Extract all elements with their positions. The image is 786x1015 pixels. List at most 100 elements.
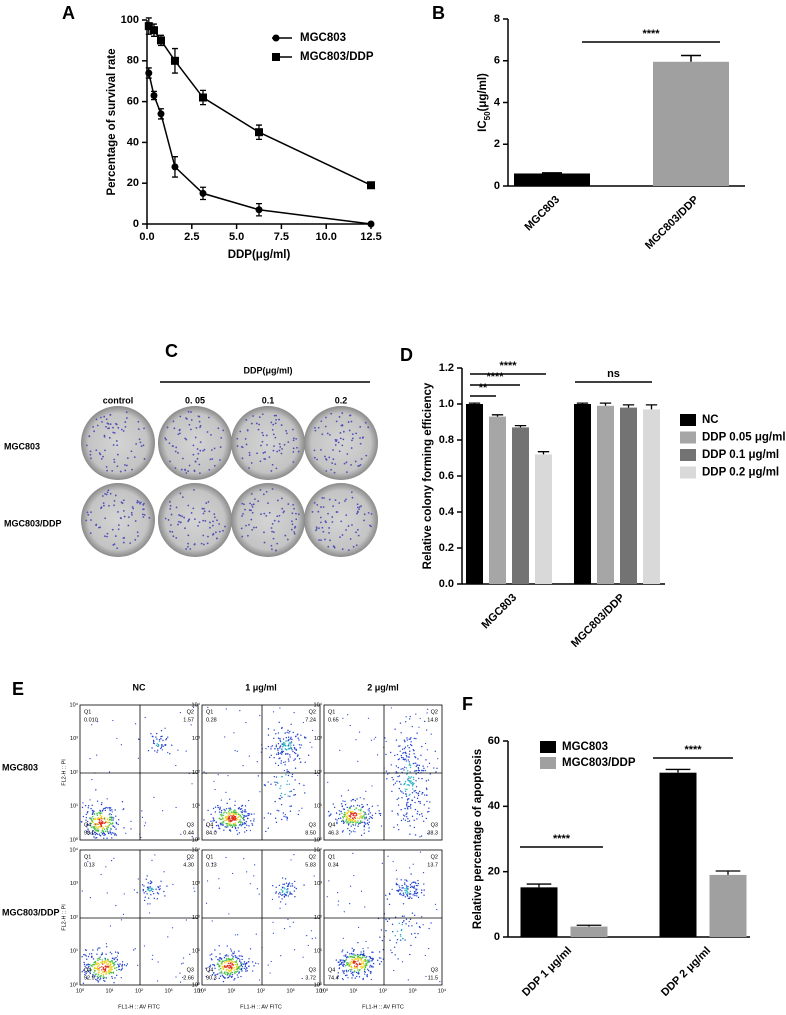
event-dot: [253, 820, 254, 821]
colony: [103, 416, 105, 418]
event-dot: [352, 853, 353, 854]
event-dot: [165, 744, 166, 745]
y-tick-label: 10²: [314, 770, 322, 776]
colony: [315, 430, 317, 432]
event-dot: [381, 826, 382, 827]
event-dot: [271, 961, 272, 962]
event-dot: [153, 740, 154, 741]
event-dot: [97, 962, 98, 963]
colony: [346, 453, 348, 455]
event-dot: [85, 805, 86, 806]
y-tick-label: 0: [494, 931, 500, 943]
event-dot: [281, 728, 282, 729]
colony: [118, 528, 120, 530]
colony: [90, 519, 92, 521]
quadrant-value: 84.0: [206, 830, 217, 836]
event-dot: [306, 935, 307, 936]
event-dot: [409, 825, 410, 826]
event-dot: [372, 806, 373, 807]
event-dot: [400, 939, 401, 940]
event-dot: [244, 831, 245, 832]
plot-frame: [324, 850, 442, 985]
event-dot: [410, 741, 411, 742]
colony: [194, 543, 196, 545]
event-dot: [343, 973, 344, 974]
event-dot: [144, 892, 145, 893]
event-dot: [102, 810, 103, 811]
quadrant-name: Q1: [206, 709, 213, 715]
colony: [216, 519, 218, 521]
colony: [281, 508, 283, 510]
colony: [318, 427, 320, 429]
event-dot: [406, 767, 407, 768]
event-dot: [130, 821, 131, 822]
culture-dish: [304, 406, 378, 480]
event-dot: [425, 955, 426, 956]
event-dot: [395, 782, 396, 783]
event-dot: [118, 953, 119, 954]
event-dot: [81, 821, 82, 822]
colony: [197, 448, 199, 450]
event-dot: [276, 776, 277, 777]
event-dot: [346, 971, 347, 972]
event-dot: [327, 896, 328, 897]
event-dot: [346, 964, 347, 965]
colony: [345, 529, 347, 531]
event-dot: [228, 811, 229, 812]
colony: [281, 453, 283, 455]
event-dot: [348, 957, 349, 958]
bar: [514, 173, 590, 186]
colony: [365, 455, 367, 457]
event-dot: [158, 745, 159, 746]
event-dot: [92, 813, 93, 814]
colony: [170, 505, 172, 507]
event-dot: [363, 956, 364, 957]
colony: [104, 436, 106, 438]
colony: [336, 511, 338, 513]
colony: [360, 505, 362, 507]
colony: [184, 469, 186, 471]
event-dot: [350, 956, 351, 957]
event-dot: [352, 975, 353, 976]
quadrant-name: Q2: [309, 854, 316, 860]
event-dot: [126, 965, 127, 966]
event-dot: [104, 962, 105, 963]
event-dot: [235, 971, 236, 972]
colony: [212, 520, 214, 522]
event-dot: [96, 754, 97, 755]
colony: [332, 449, 334, 451]
event-dot: [104, 818, 105, 819]
event-dot: [279, 788, 280, 789]
colony: [116, 547, 118, 549]
colony: [338, 442, 340, 444]
event-dot: [295, 736, 296, 737]
event-dot: [391, 707, 392, 708]
event-dot: [418, 883, 419, 884]
event-dot: [233, 815, 234, 816]
event-dot: [99, 970, 100, 971]
colony: [368, 512, 370, 514]
event-dot: [99, 822, 100, 823]
event-dot: [359, 976, 360, 977]
quadrant-value: 46.3: [328, 830, 339, 836]
event-dot: [279, 738, 280, 739]
event-dot: [409, 820, 410, 821]
event-dot: [98, 818, 99, 819]
event-dot: [413, 750, 414, 751]
event-dot: [404, 879, 405, 880]
colony: [252, 506, 254, 508]
colony: [271, 545, 273, 547]
event-dot: [357, 954, 358, 955]
colony: [171, 514, 173, 516]
colony: [135, 443, 137, 445]
event-dot: [122, 964, 123, 965]
event-dot: [241, 821, 242, 822]
event-dot: [98, 974, 99, 975]
y-axis-label: Relative colony forming efficiency: [422, 382, 434, 569]
event-dot: [350, 966, 351, 967]
colony: [184, 437, 186, 439]
colony: [138, 428, 140, 430]
colony: [127, 457, 129, 459]
event-dot: [223, 821, 224, 822]
event-dot: [227, 816, 228, 817]
